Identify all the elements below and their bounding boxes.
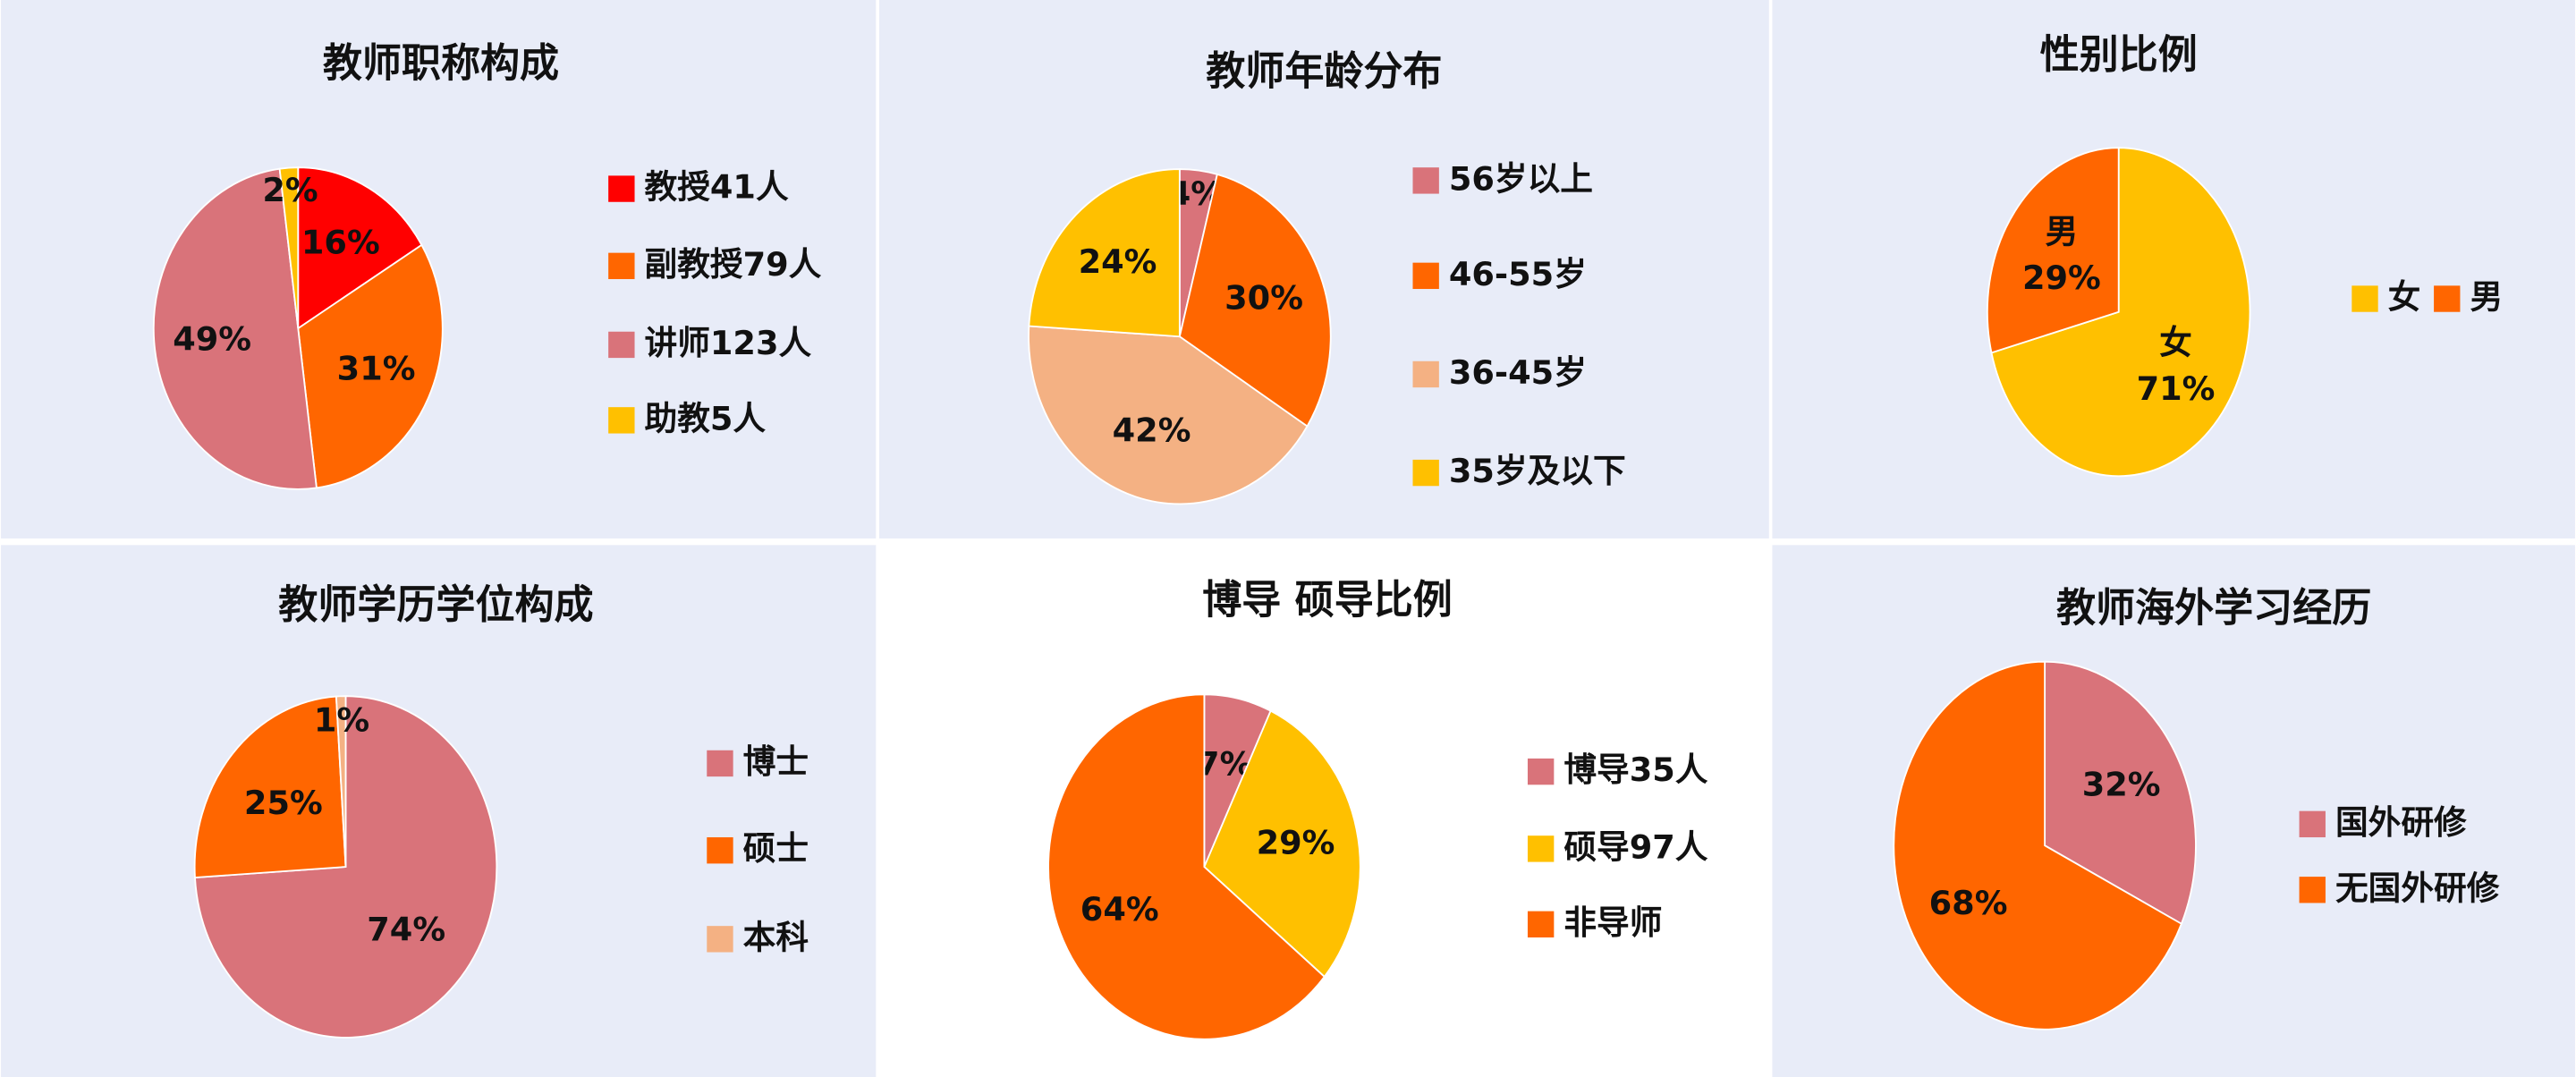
legend-swatch bbox=[1527, 835, 1555, 862]
data-label: 1% bbox=[314, 700, 369, 739]
pie-slice bbox=[297, 166, 423, 330]
legend-label: 教授41人 bbox=[645, 168, 789, 207]
data-label: 2% bbox=[262, 171, 318, 209]
pie-slice bbox=[1986, 147, 2120, 354]
legend-label: 博导35人 bbox=[1563, 751, 1707, 789]
chart-title: 教师职称构成 bbox=[323, 40, 559, 86]
legend-swatch bbox=[707, 837, 733, 864]
legend-swatch bbox=[2299, 877, 2326, 903]
legend-label: 56岁以上 bbox=[1449, 159, 1593, 198]
data-label: 29% bbox=[2022, 259, 2101, 297]
legend-label: 讲师123人 bbox=[645, 324, 812, 362]
chart-title: 博导 硕导比例 bbox=[1202, 578, 1453, 623]
data-label: 71% bbox=[2137, 369, 2216, 408]
data-label: 68% bbox=[1929, 884, 2008, 922]
legend-swatch bbox=[707, 926, 733, 953]
pie-slice bbox=[193, 695, 347, 879]
legend-label: 副教授79人 bbox=[645, 245, 822, 284]
pie-slice bbox=[1028, 168, 1181, 338]
legend-swatch bbox=[1527, 911, 1555, 937]
legend-swatch bbox=[1412, 459, 1439, 487]
panel bbox=[1, 0, 877, 538]
panel bbox=[878, 0, 1769, 538]
legend-label: 博士 bbox=[743, 742, 809, 781]
data-label: 49% bbox=[173, 319, 251, 358]
pie-slice bbox=[278, 166, 300, 329]
legend-label: 助教5人 bbox=[645, 399, 767, 437]
pie-slice bbox=[153, 167, 318, 490]
legend-swatch bbox=[1412, 360, 1439, 388]
legend-swatch bbox=[2434, 285, 2461, 312]
data-label: 30% bbox=[1224, 278, 1303, 317]
chart-title: 教师年龄分布 bbox=[1206, 49, 1442, 95]
legend-label: 无国外研修 bbox=[2335, 869, 2500, 907]
legend-swatch bbox=[2299, 810, 2326, 838]
data-label: 32% bbox=[2082, 766, 2161, 804]
pie-slice bbox=[1990, 147, 2251, 478]
data-label: 64% bbox=[1080, 890, 1159, 929]
pie-slice bbox=[1203, 709, 1361, 979]
legend-swatch bbox=[608, 252, 635, 280]
data-label: 16% bbox=[301, 224, 380, 262]
pie-slice bbox=[297, 243, 444, 489]
data-label: 24% bbox=[1079, 242, 1157, 281]
pie-slice bbox=[2044, 660, 2197, 926]
pie-slice bbox=[1178, 173, 1332, 428]
legend-label: 36-45岁 bbox=[1449, 353, 1587, 392]
data-label: 42% bbox=[1113, 411, 1191, 450]
legend-label: 硕士 bbox=[743, 829, 809, 868]
legend-label: 硕导97人 bbox=[1563, 827, 1707, 866]
slice-category: 女 bbox=[2159, 323, 2192, 361]
legend-label: 国外研修 bbox=[2335, 803, 2467, 842]
legend-swatch bbox=[1412, 167, 1439, 194]
legend-swatch bbox=[1412, 262, 1439, 290]
chart-title: 教师学历学位构成 bbox=[278, 582, 593, 628]
legend-label: 非导师 bbox=[1563, 903, 1662, 942]
legend-swatch bbox=[608, 331, 635, 359]
pie-slice bbox=[1047, 693, 1326, 1040]
legend-swatch bbox=[2351, 285, 2378, 312]
legend-swatch bbox=[707, 750, 733, 777]
data-label: 74% bbox=[367, 910, 445, 948]
pie-slice bbox=[1028, 325, 1309, 505]
chart-title: 性别比例 bbox=[2040, 32, 2198, 78]
legend-label: 46-55岁 bbox=[1449, 255, 1587, 293]
chart-title: 教师海外学习经历 bbox=[2056, 586, 2371, 632]
pie-slice bbox=[1893, 660, 2183, 1030]
legend-swatch bbox=[608, 407, 635, 434]
pie-slice bbox=[335, 695, 347, 868]
data-label: 29% bbox=[1257, 823, 1335, 861]
legend-label: 本科 bbox=[743, 918, 809, 956]
legend-swatch bbox=[608, 175, 635, 202]
legend-label: 女 bbox=[2388, 278, 2421, 317]
data-label: 31% bbox=[337, 349, 416, 387]
legend-label: 男 bbox=[2470, 278, 2503, 317]
legend-label: 35岁及以下 bbox=[1449, 452, 1626, 490]
slice-category: 男 bbox=[2046, 213, 2079, 251]
data-label: 25% bbox=[244, 784, 323, 822]
legend-swatch bbox=[1527, 758, 1555, 785]
